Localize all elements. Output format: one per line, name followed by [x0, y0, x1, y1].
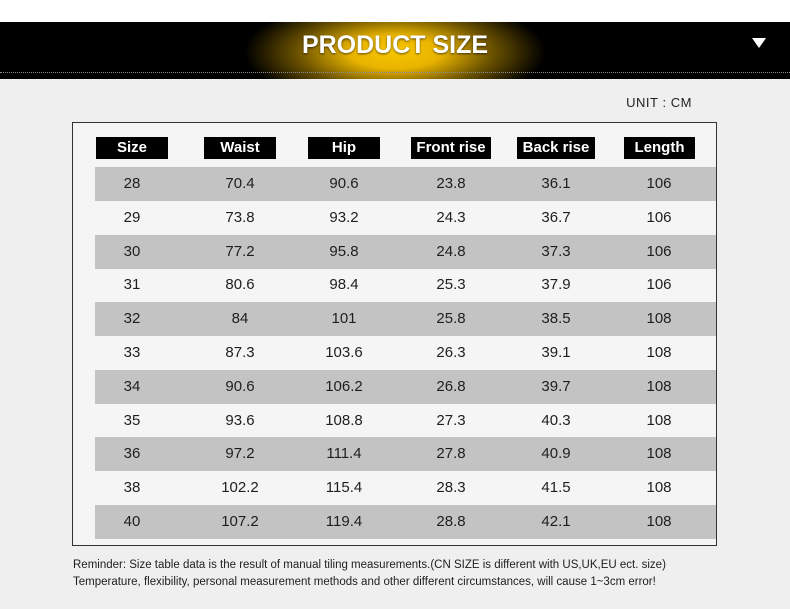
cell-size: 36: [123, 445, 141, 463]
cell-waist: 87.3: [225, 344, 255, 361]
cell-hip: 103.6: [325, 344, 363, 361]
cell-length: 108: [646, 310, 672, 328]
cell-back-rise: 40.9: [541, 445, 571, 463]
table-row: 35 93.6 108.8 27.3 40.3 108: [73, 404, 716, 438]
row-margin: [73, 302, 95, 337]
cell-waist: 73.8: [225, 208, 255, 226]
cell-hip: 108.8: [325, 411, 363, 429]
cell-front-rise: 27.3: [436, 411, 466, 429]
cell-waist: 70.4: [225, 175, 255, 192]
unit-label: UNIT : CM: [626, 95, 692, 110]
cell-back-rise: 40.3: [541, 411, 571, 429]
header-length: Length: [624, 137, 695, 159]
table-row: 28 70.4 90.6 23.8 36.1 106: [73, 167, 716, 201]
cell-front-rise: 24.8: [436, 242, 466, 260]
table-row: 29 73.8 93.2 24.3 36.7 106: [73, 201, 716, 235]
cell-back-rise: 39.1: [541, 344, 571, 361]
row-margin: [73, 369, 95, 404]
cell-front-rise: 28.3: [436, 479, 466, 497]
product-size-banner: PRODUCT SIZE: [0, 22, 790, 79]
cell-length: 108: [646, 445, 672, 463]
dotted-divider: [0, 72, 790, 73]
cell-waist: 77.2: [225, 242, 255, 260]
cell-hip: 90.6: [329, 175, 359, 192]
header-waist: Waist: [204, 137, 276, 159]
table-row: 30 77.2 95.8 24.8 37.3 106: [73, 234, 716, 269]
cell-front-rise: 26.3: [436, 344, 466, 361]
cell-waist: 80.6: [225, 276, 255, 294]
table-row: 34 90.6 106.2 26.8 39.7 108: [73, 369, 716, 404]
header-front-rise: Front rise: [411, 137, 491, 159]
cell-hip: 95.8: [329, 242, 359, 260]
cell-hip: 106.2: [325, 377, 363, 395]
cell-size: 29: [123, 208, 141, 226]
cell-front-rise: 27.8: [436, 445, 466, 463]
cell-back-rise: 36.1: [541, 175, 571, 192]
cell-hip: 119.4: [325, 513, 363, 530]
table-row: 31 80.6 98.4 25.3 37.9 106: [73, 268, 716, 302]
cell-waist: 97.2: [225, 445, 255, 463]
cell-waist: 107.2: [221, 513, 259, 530]
cell-length: 108: [646, 479, 672, 497]
cell-front-rise: 24.3: [436, 208, 466, 226]
error-note: Temperature, flexibility, personal measu…: [73, 576, 656, 588]
cell-length: 106: [646, 175, 672, 192]
cell-front-rise: 26.8: [436, 377, 466, 395]
row-margin: [73, 167, 95, 201]
row-margin: [73, 505, 95, 539]
cell-length: 108: [646, 513, 672, 530]
header-back-rise: Back rise: [517, 137, 595, 159]
cell-waist: 84: [231, 310, 249, 328]
header-hip: Hip: [308, 137, 380, 159]
cell-size: 28: [123, 175, 141, 192]
table-row: 38 102.2 115.4 28.3 41.5 108: [73, 471, 716, 505]
cell-front-rise: 25.8: [436, 310, 466, 328]
header-size: Size: [96, 137, 168, 159]
cell-size: 35: [123, 411, 141, 429]
cell-back-rise: 38.5: [541, 310, 571, 328]
cell-back-rise: 39.7: [541, 377, 571, 395]
cell-hip: 101: [331, 310, 357, 328]
cell-front-rise: 23.8: [436, 175, 466, 192]
cell-hip: 111.4: [326, 445, 362, 463]
cell-size: 38: [123, 479, 141, 497]
cell-waist: 102.2: [221, 479, 259, 497]
cell-size: 34: [123, 377, 141, 395]
cell-length: 108: [646, 377, 672, 395]
cell-length: 108: [646, 344, 672, 361]
cell-size: 40: [123, 513, 141, 530]
cell-length: 106: [646, 208, 672, 226]
cell-length: 108: [646, 411, 672, 429]
cell-back-rise: 42.1: [541, 513, 571, 530]
row-margin: [73, 234, 95, 269]
cell-hip: 98.4: [329, 276, 359, 294]
cell-back-rise: 41.5: [541, 479, 571, 497]
cell-length: 106: [646, 242, 672, 260]
reminder-note: Reminder: Size table data is the result …: [73, 559, 666, 571]
cell-size: 30: [123, 242, 141, 260]
table-row: 32 84 101 25.8 38.5 108: [73, 302, 716, 337]
cell-size: 33: [123, 344, 141, 361]
cell-hip: 115.4: [325, 479, 363, 497]
cell-back-rise: 37.3: [541, 242, 571, 260]
cell-back-rise: 36.7: [541, 208, 571, 226]
triangle-down-icon[interactable]: [752, 38, 766, 48]
table-row: 33 87.3 103.6 26.3 39.1 108: [73, 336, 716, 370]
table-header-row: Size Waist Hip Front rise Back rise Leng…: [73, 137, 716, 161]
table-row: 36 97.2 111.4 27.8 40.9 108: [73, 437, 716, 472]
cell-back-rise: 37.9: [541, 276, 571, 294]
cell-hip: 93.2: [329, 208, 359, 226]
row-margin: [73, 437, 95, 472]
table-row: 40 107.2 119.4 28.8 42.1 108: [73, 505, 716, 539]
cell-length: 106: [646, 276, 672, 294]
cell-front-rise: 28.8: [436, 513, 466, 530]
size-table: Size Waist Hip Front rise Back rise Leng…: [72, 122, 717, 546]
banner-title: PRODUCT SIZE: [301, 31, 489, 59]
cell-size: 31: [123, 276, 141, 294]
cell-size: 32: [123, 310, 141, 328]
cell-waist: 90.6: [225, 377, 255, 395]
cell-waist: 93.6: [225, 411, 255, 429]
cell-front-rise: 25.3: [436, 276, 466, 294]
